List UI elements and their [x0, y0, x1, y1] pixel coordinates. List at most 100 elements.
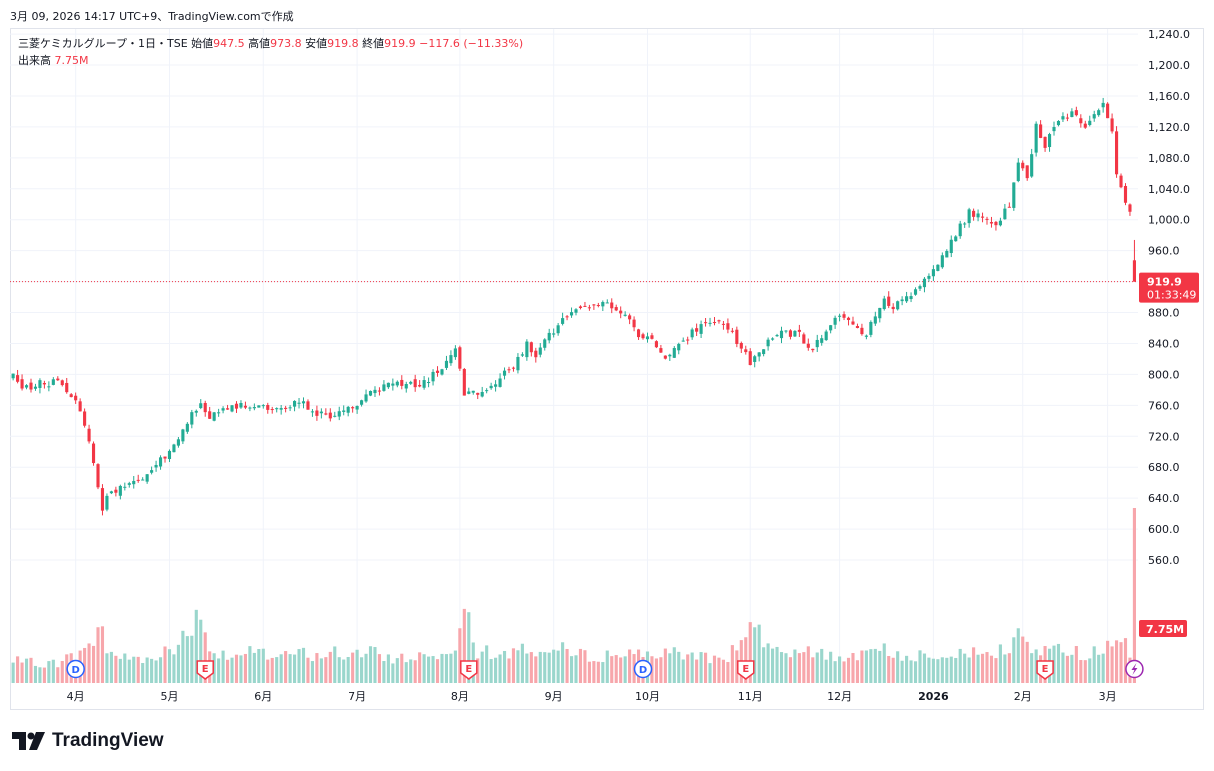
volume-bar: [726, 662, 730, 683]
candle-body: [650, 335, 654, 339]
volume-bar: [20, 662, 24, 683]
volume-bar: [1061, 652, 1065, 683]
candle-body: [735, 329, 739, 344]
volume-bar: [1074, 646, 1078, 683]
time-tick-label: 4月: [67, 690, 85, 703]
candle-body: [431, 371, 435, 382]
volume-bar: [257, 648, 261, 683]
candle-body: [494, 384, 498, 387]
volume-bar: [927, 657, 931, 683]
candle-body: [132, 480, 136, 485]
volume-bar: [860, 650, 864, 683]
change-value: −117.6 (−11.33%): [419, 37, 524, 50]
volume-bar: [878, 650, 882, 683]
volume-bar: [60, 660, 64, 683]
candle-body: [422, 380, 426, 388]
volume-bar: [284, 651, 288, 683]
volume-bar: [864, 650, 868, 683]
candle-body: [511, 367, 516, 369]
volume-bar: [842, 661, 846, 683]
volume-bar: [806, 646, 810, 683]
candle-body: [38, 380, 42, 388]
volume-bar: [502, 650, 507, 683]
volume-bar: [176, 644, 180, 683]
volume-bar: [435, 659, 440, 683]
candle-body: [851, 321, 855, 325]
candle-body: [882, 298, 886, 310]
volume-bar: [766, 643, 770, 683]
volume-bar: [368, 646, 373, 683]
volume-bar: [377, 654, 382, 683]
price-tick-label: 720.0: [1148, 430, 1180, 443]
tradingview-logo[interactable]: TradingView: [12, 730, 164, 752]
volume-bar: [891, 657, 895, 683]
price-tick-label: 560.0: [1148, 554, 1180, 567]
volume-bar: [931, 658, 935, 683]
symbol-title: 三菱ケミカルグループ・1日・TSE: [18, 37, 188, 50]
candle-body: [418, 384, 422, 387]
candle-body: [963, 223, 967, 225]
candle-body: [708, 322, 712, 324]
candle-body: [1101, 102, 1105, 108]
time-tick-label: 6月: [254, 690, 272, 703]
volume-bar: [404, 662, 408, 683]
volume-bar: [583, 650, 587, 683]
ohlc-line: 三菱ケミカルグループ・1日・TSE 始値947.5 高値973.8 安値919.…: [18, 35, 523, 52]
volume-bar: [114, 655, 118, 683]
volume-bar: [529, 652, 533, 683]
volume-bar: [400, 653, 404, 683]
volume-bar: [1034, 649, 1038, 683]
last-price-text: 919.9: [1147, 276, 1182, 289]
volume-bar: [391, 663, 395, 683]
candle-body: [605, 302, 609, 304]
candle-body: [288, 407, 292, 409]
candle-body: [96, 464, 100, 488]
candle-body: [435, 370, 440, 373]
volume-bar: [199, 619, 203, 683]
candle-body: [368, 390, 373, 396]
volume-bar: [712, 655, 717, 683]
volume-bar: [699, 652, 703, 683]
dividend-marker-label: D: [639, 665, 647, 676]
candle-body: [695, 328, 699, 332]
volume-bar: [1088, 658, 1092, 683]
candle-body: [775, 335, 779, 337]
candle-body: [127, 483, 131, 485]
price-tick-label: 760.0: [1148, 399, 1180, 412]
volume-bar: [672, 647, 676, 683]
volume-bar: [252, 652, 256, 683]
volume-bar: [351, 652, 355, 683]
volume-bar: [33, 665, 38, 683]
candle-body: [779, 330, 784, 339]
candle-body: [355, 406, 359, 410]
volume-bar: [547, 652, 551, 683]
earnings-marker: [737, 660, 755, 680]
tradingview-logo-icon: [12, 732, 45, 750]
candle-body: [690, 329, 694, 338]
candle-body: [949, 239, 953, 254]
chart-frame[interactable]: [10, 28, 1204, 710]
candle-body: [386, 382, 390, 388]
candle-body: [1132, 260, 1136, 282]
volume-bar: [958, 648, 962, 683]
volume-bar: [587, 661, 591, 683]
volume-bar: [994, 658, 998, 683]
candle-body: [574, 309, 578, 313]
volume-bar: [753, 627, 757, 683]
volume-bar: [315, 653, 319, 683]
volume-bar: [735, 650, 739, 683]
candle-body: [972, 210, 976, 217]
volume-bar: [779, 652, 784, 683]
volume-bar: [364, 653, 368, 683]
candle-body: [1012, 182, 1016, 208]
candle-body: [896, 301, 900, 310]
volume-bar: [279, 654, 283, 683]
volume-bar: [945, 657, 949, 683]
candle-body: [1079, 118, 1083, 124]
volume-bar: [96, 627, 100, 683]
candle-body: [842, 314, 846, 318]
volume-bar: [132, 656, 136, 683]
volume-bar: [51, 659, 55, 683]
volume-bar: [1025, 641, 1029, 683]
